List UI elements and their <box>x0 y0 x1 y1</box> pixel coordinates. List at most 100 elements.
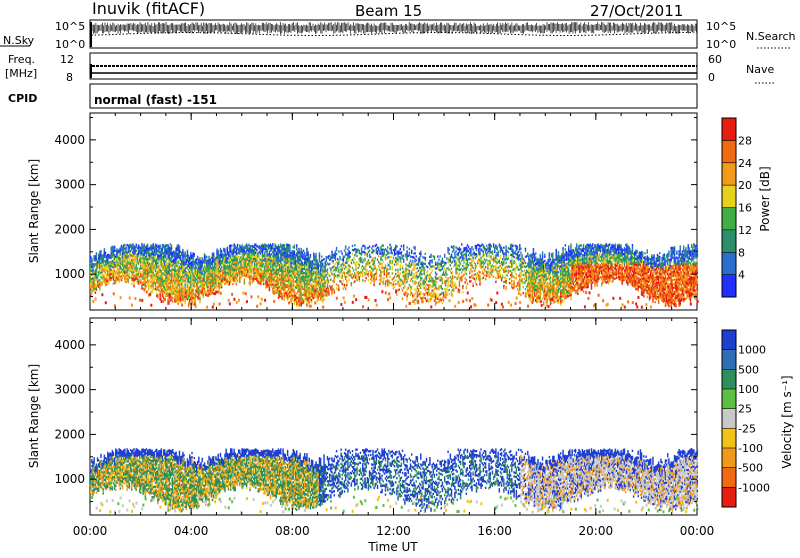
echo-cell <box>237 274 238 276</box>
echo-cell <box>249 279 250 281</box>
echo-cell <box>389 260 390 262</box>
echo-cell <box>345 288 346 290</box>
nsky-tick-bottom-right: 10^0 <box>706 38 736 51</box>
echo-cell <box>199 301 200 303</box>
echo-cell <box>208 256 209 258</box>
echo-cell <box>390 248 391 250</box>
echo-cell <box>96 252 97 254</box>
echo-cell <box>307 253 308 255</box>
echo-cell <box>322 263 323 265</box>
nsky-tick-top-right: 10^5 <box>706 20 736 33</box>
echo-cell <box>294 247 295 249</box>
echo-cell <box>379 283 380 285</box>
echo-cell <box>373 250 374 252</box>
echo-cell <box>147 278 148 280</box>
beam-label: Beam 15 <box>355 2 422 20</box>
echo-cell <box>114 304 116 307</box>
echo-cell <box>230 249 231 251</box>
echo-cell <box>342 277 343 279</box>
echo-cell <box>188 269 189 271</box>
echo-cell <box>139 299 141 302</box>
echo-cell <box>220 248 221 250</box>
echo-cell <box>294 251 295 253</box>
echo-cell <box>128 281 129 283</box>
echo-cell <box>321 255 322 257</box>
echo-cell <box>237 280 238 282</box>
echo-cell <box>343 296 345 299</box>
echo-cell <box>206 256 207 258</box>
echo-cell <box>249 283 250 285</box>
echo-cell <box>365 296 367 299</box>
echo-cell <box>171 245 172 247</box>
echo-cell <box>237 254 238 256</box>
echo-cell <box>179 247 180 249</box>
echo-cell <box>328 281 329 283</box>
echo-cell <box>387 298 389 301</box>
echo-cell <box>252 265 253 267</box>
echo-cell <box>238 264 239 266</box>
echo-cell <box>184 280 185 282</box>
echo-cell <box>395 279 396 281</box>
echo-cell <box>331 251 332 253</box>
echo-cell <box>354 258 355 260</box>
echo-cell <box>296 299 297 301</box>
echo-cell <box>400 248 401 250</box>
echo-cell <box>213 252 214 254</box>
echo-cell <box>327 268 328 270</box>
echo-cell <box>99 289 100 291</box>
echo-cell <box>354 244 355 246</box>
echo-cell <box>236 301 238 304</box>
echo-cell <box>362 279 363 281</box>
echo-cell <box>202 257 203 259</box>
echo-cell <box>328 279 329 281</box>
echo-cell <box>246 300 248 303</box>
echo-cell <box>364 258 365 260</box>
echo-cell <box>250 295 252 298</box>
echo-cell <box>323 258 324 260</box>
echo-cell <box>129 296 131 299</box>
echo-cell <box>306 248 307 250</box>
echo-cell <box>157 296 158 298</box>
echo-cell <box>203 294 204 296</box>
echo-cell <box>344 272 345 274</box>
echo-cell <box>331 285 332 287</box>
echo-cell <box>180 301 181 303</box>
echo-cell <box>388 292 390 295</box>
echo-cell <box>318 266 319 268</box>
echo-cell <box>371 277 372 279</box>
echo-cell <box>376 272 377 274</box>
echo-cell <box>136 250 137 252</box>
echo-cell <box>340 250 341 252</box>
echo-cell <box>171 247 172 249</box>
echo-cell <box>353 295 355 298</box>
echo-cell <box>343 259 344 261</box>
echo-cell <box>398 274 399 276</box>
echo-cell <box>281 263 282 265</box>
echo-cell <box>394 276 395 278</box>
echo-cell <box>171 249 172 251</box>
echo-cell <box>100 250 101 252</box>
echo-cell <box>385 284 386 286</box>
cpid-text: normal (fast) -151 <box>94 93 217 107</box>
echo-cell <box>184 300 185 302</box>
echo-cell <box>114 254 115 256</box>
echo-cell <box>348 246 349 248</box>
echo-cell <box>221 250 222 252</box>
echo-cell <box>382 260 383 262</box>
echo-cell <box>217 290 219 293</box>
echo-cell <box>278 282 279 284</box>
echo-cell <box>191 299 192 301</box>
echo-cell <box>371 280 372 282</box>
echo-cell <box>353 269 354 271</box>
echo-cell <box>375 259 376 261</box>
echo-cell <box>389 276 390 278</box>
echo-cell <box>140 271 141 273</box>
echo-cell <box>348 258 349 260</box>
echo-cell <box>296 246 297 248</box>
echo-cell <box>121 279 122 281</box>
echo-cell <box>261 283 262 285</box>
echo-cell <box>213 254 214 256</box>
echo-cell <box>136 244 137 246</box>
echo-cell <box>364 248 365 250</box>
echo-cell <box>162 248 163 250</box>
